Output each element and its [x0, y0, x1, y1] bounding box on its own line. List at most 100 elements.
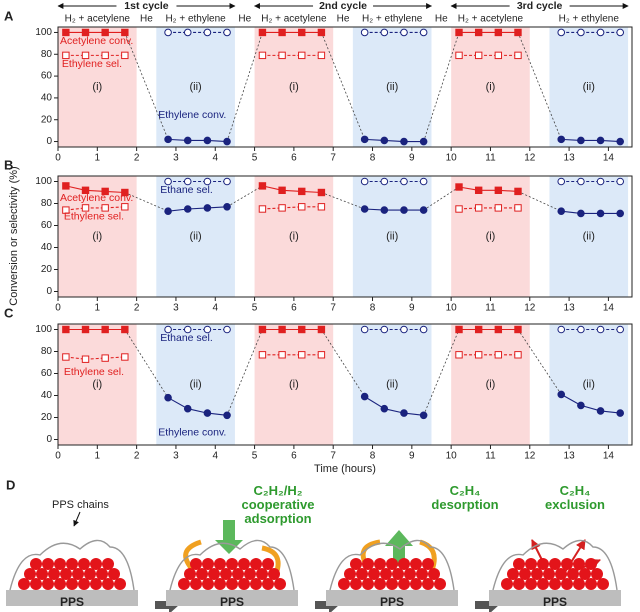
series-line: [262, 185, 322, 194]
series-label: Ethane sel.: [160, 184, 213, 196]
series-label: Ethylene conv.: [158, 427, 226, 439]
particle: [208, 568, 220, 580]
y-tick-label: 60: [41, 71, 53, 82]
particle: [537, 578, 549, 590]
connector: [517, 329, 562, 395]
region: [352, 176, 432, 297]
x-tick-label: 4: [212, 451, 218, 462]
marker: [400, 409, 408, 417]
marker: [121, 353, 129, 361]
gas-label: H₂ + ethylene: [362, 14, 423, 25]
marker: [557, 390, 566, 399]
connector: [321, 329, 365, 397]
y-tick-label: 80: [41, 49, 53, 60]
marker: [380, 28, 389, 37]
particle: [404, 568, 416, 580]
x-tick-label: 12: [524, 153, 536, 164]
marker: [474, 28, 483, 37]
x-tick-label: 10: [446, 303, 458, 314]
marker: [121, 203, 129, 211]
gas-label: He: [435, 14, 448, 25]
particle: [410, 558, 422, 570]
marker: [419, 325, 428, 334]
marker: [101, 187, 109, 196]
particle: [549, 558, 561, 570]
gas-label: H₂ + acetylene: [458, 14, 524, 25]
series-label: Ethane sel.: [160, 332, 213, 344]
marker: [494, 351, 503, 359]
x-tick-label: 1: [95, 451, 101, 462]
green-arrow: [215, 520, 243, 554]
particle: [362, 558, 374, 570]
panel-label: C: [4, 305, 14, 320]
connector: [226, 32, 263, 142]
marker: [514, 325, 522, 334]
marker: [101, 51, 109, 60]
particle: [410, 578, 422, 590]
series-line: [168, 206, 228, 212]
marker: [557, 28, 566, 37]
region: [156, 324, 235, 445]
x-tick-label: 1: [95, 303, 101, 314]
marker: [203, 28, 212, 37]
particle: [90, 578, 102, 590]
substrate: [489, 590, 621, 606]
region: [451, 176, 530, 297]
region: [254, 27, 334, 147]
substrate: [326, 590, 458, 606]
region-label: (ii): [386, 230, 398, 242]
series-line: [364, 138, 424, 143]
region-label: (i): [289, 378, 299, 390]
marker: [278, 51, 286, 60]
x-tick-label: 12: [524, 451, 536, 462]
particle: [220, 568, 232, 580]
marker: [81, 325, 90, 334]
particle: [374, 578, 386, 590]
particle: [238, 578, 250, 590]
marker: [514, 51, 522, 60]
x-tick-label: 5: [252, 303, 258, 314]
region: [451, 324, 530, 445]
y-tick-label: 0: [46, 434, 52, 445]
marker: [596, 28, 605, 37]
particle: [102, 578, 114, 590]
marker: [455, 183, 463, 191]
marker: [203, 325, 212, 334]
x-tick-label: 14: [603, 303, 615, 314]
marker: [360, 135, 369, 144]
region-label: (ii): [189, 378, 201, 390]
marker: [62, 28, 70, 37]
marker: [258, 351, 267, 359]
x-tick-label: 13: [564, 451, 576, 462]
connector: [423, 32, 460, 142]
marker: [223, 28, 231, 37]
marker: [81, 51, 90, 60]
gas-label: He: [238, 14, 251, 25]
marker: [258, 182, 267, 190]
x-tick-label: 7: [330, 451, 336, 462]
particle: [597, 578, 609, 590]
marker: [577, 325, 585, 334]
marker: [494, 325, 503, 334]
connector: [423, 186, 460, 211]
marker: [596, 325, 605, 334]
marker: [164, 28, 172, 37]
particle: [579, 568, 591, 580]
x-tick-label: 8: [370, 153, 376, 164]
gas-label: He: [140, 14, 153, 25]
y-tick-label: 40: [41, 93, 53, 104]
marker: [380, 404, 389, 413]
particle: [386, 558, 398, 570]
region-label: (ii): [583, 81, 595, 93]
particle: [567, 568, 579, 580]
marker: [62, 51, 70, 60]
substrate: [166, 590, 298, 606]
marker: [278, 351, 286, 359]
particle: [525, 558, 537, 570]
particle: [398, 578, 410, 590]
particle: [350, 578, 362, 590]
particle: [42, 558, 54, 570]
particle: [573, 558, 585, 570]
connector: [124, 32, 169, 140]
region-label: (ii): [189, 230, 201, 242]
